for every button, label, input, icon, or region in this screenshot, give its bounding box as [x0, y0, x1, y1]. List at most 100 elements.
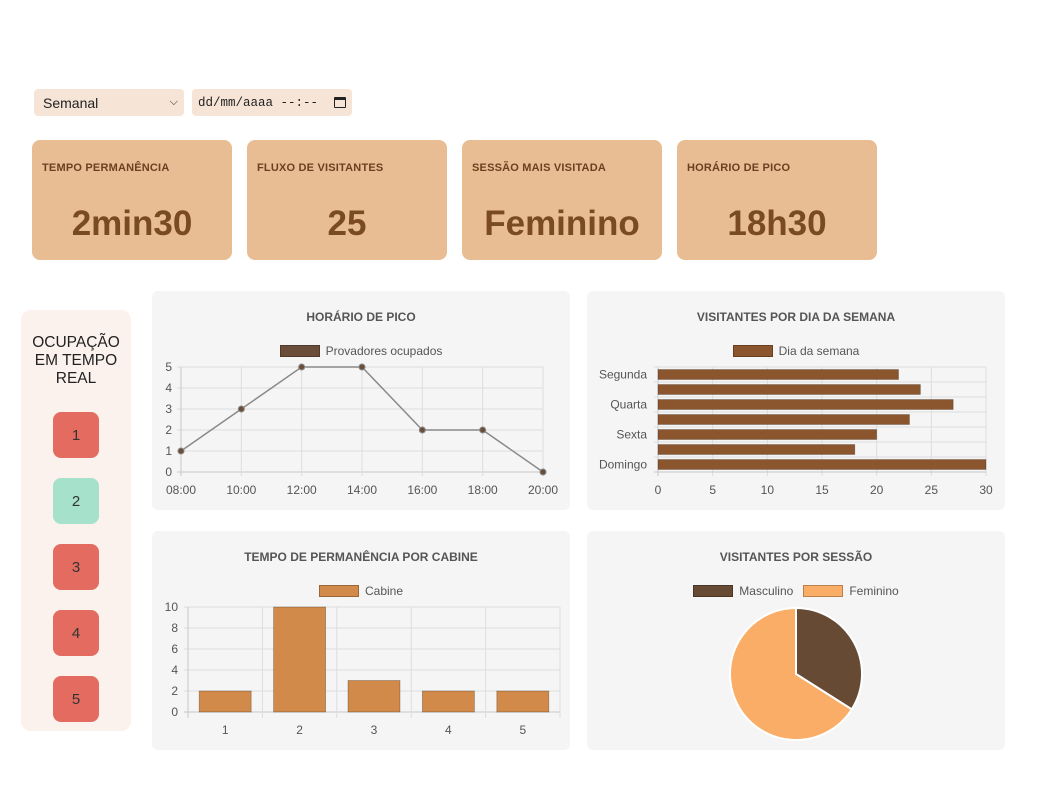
data-point: [418, 426, 426, 434]
cabin-button-5[interactable]: 5: [53, 676, 99, 722]
chart-legend: Provadores ocupados: [152, 344, 570, 358]
y-tick-label: 3: [165, 402, 172, 416]
kpi-value: 18h30: [727, 204, 827, 243]
bar: [657, 444, 856, 455]
x-tick-label: 3: [371, 723, 378, 737]
line-chart: 0 1 2 3 4 5 08:00 10:00 12:00 14:00 16:00 18:00 20:0…: [165, 360, 558, 497]
occupancy-panel: OCUPAÇÃO EM TEMPO REAL 1 2 3 4 5: [21, 310, 131, 731]
bar: [421, 690, 475, 713]
x-tick-label: 0: [655, 483, 662, 497]
filters-bar: Semanal ⌵ dd/mm/aaaa --:--: [34, 89, 352, 116]
kpi-card-sessao-mais-visitada: SESSÃO MAIS VISITADA Feminino: [462, 140, 662, 260]
bar: [198, 690, 252, 713]
chevron-down-icon: ⌵: [169, 96, 178, 108]
x-tick-label: 12:00: [287, 483, 317, 497]
data-point: [237, 405, 245, 413]
kpi-title: SESSÃO MAIS VISITADA: [472, 162, 606, 174]
legend-swatch: [318, 585, 359, 597]
x-tick-label: 5: [519, 723, 526, 737]
chart-panel-horario-pico: HORÁRIO DE PICO Provadores ocupados 0 1 2 3…: [152, 291, 570, 510]
legend-label: Dia da semana: [778, 344, 860, 358]
pie-chart: [729, 606, 863, 741]
kpi-card-tempo-permanencia: TEMPO PERMANÊNCIA 2min30: [32, 140, 232, 260]
y-tick-label: 4: [165, 381, 172, 395]
x-tick-label: 25: [925, 483, 939, 497]
chart-title: TEMPO DE PERMANÊNCIA POR CABINE: [244, 550, 478, 564]
calendar-icon[interactable]: [334, 97, 346, 108]
legend-swatch: [279, 345, 320, 357]
y-tick-label: 2: [171, 684, 178, 698]
legend-item[interactable]: Provadores ocupados: [279, 344, 442, 358]
y-tick-label: 10: [165, 600, 179, 614]
legend-label: Masculino: [739, 584, 794, 598]
x-tick-label: 16:00: [407, 483, 437, 497]
bar: [657, 369, 899, 380]
bar: [657, 414, 910, 425]
bar: [657, 429, 878, 440]
y-tick-label: 6: [171, 642, 178, 656]
kpi-value: 2min30: [71, 204, 193, 243]
cabin-label: 4: [71, 624, 81, 642]
chart-title: VISITANTES POR SESSÃO: [719, 550, 873, 564]
period-select-value: Semanal: [43, 94, 99, 111]
cabin-label: 1: [71, 426, 81, 444]
data-point: [539, 468, 547, 476]
cabin-label: 5: [71, 690, 81, 708]
cabin-label: 3: [71, 558, 81, 576]
bar: [657, 459, 987, 470]
horizontal-bar-chart: 0 5 10 15 20 25 30 Segunda Quarta Sexta Domingo: [599, 366, 993, 497]
legend-item[interactable]: Cabine: [318, 584, 403, 598]
period-select[interactable]: Semanal ⌵: [34, 89, 184, 116]
cabin-button-1[interactable]: 1: [53, 412, 99, 458]
legend-item[interactable]: Masculino: [693, 584, 793, 598]
y-tick-label: 8: [171, 621, 178, 635]
cabin-button-3[interactable]: 3: [53, 544, 99, 590]
kpi-card-fluxo-visitantes: FLUXO DE VISITANTES 25: [247, 140, 447, 260]
legend-item[interactable]: Dia da semana: [732, 344, 860, 358]
cabin-button-2[interactable]: 2: [53, 478, 99, 524]
cabin-label: 2: [71, 492, 81, 510]
chart-legend: Cabine: [152, 584, 570, 598]
x-tick-label: 15: [815, 483, 829, 497]
chart-title: HORÁRIO DE PICO: [306, 310, 416, 324]
x-tick-label: 08:00: [166, 483, 196, 497]
kpi-title: HORÁRIO DE PICO: [687, 162, 791, 174]
y-tick-label: 0: [165, 465, 172, 479]
legend-label: Feminino: [849, 584, 899, 598]
bar: [273, 606, 326, 713]
legend-item[interactable]: Feminino: [803, 584, 899, 598]
y-tick-label: 2: [165, 423, 172, 437]
kpi-card-horario-pico: HORÁRIO DE PICO 18h30: [677, 140, 877, 260]
kpi-title: FLUXO DE VISITANTES: [257, 162, 384, 174]
kpi-value: Feminino: [484, 204, 640, 243]
chart-legend: Dia da semana: [587, 344, 1005, 358]
legend-swatch: [803, 585, 844, 597]
legend-swatch: [732, 345, 773, 357]
data-point: [177, 447, 185, 455]
y-tick-label: Domingo: [599, 458, 647, 472]
legend-swatch: [693, 585, 734, 597]
x-tick-label: 1: [222, 723, 229, 737]
y-tick-label: 4: [171, 663, 178, 677]
cabin-button-4[interactable]: 4: [53, 610, 99, 656]
x-tick-label: 4: [445, 723, 452, 737]
x-tick-label: 2: [296, 723, 303, 737]
bar: [496, 690, 550, 713]
chart-panel-visitantes-dia: VISITANTES POR DIA DA SEMANA Dia da sema…: [587, 291, 1005, 510]
data-point: [298, 363, 306, 371]
x-tick-label: 14:00: [347, 483, 377, 497]
kpi-title: TEMPO PERMANÊNCIA: [42, 162, 170, 174]
date-time-input[interactable]: dd/mm/aaaa --:--: [192, 89, 352, 116]
kpi-value: 25: [327, 204, 367, 243]
y-tick-label: Quarta: [610, 398, 647, 412]
x-tick-label: 18:00: [468, 483, 498, 497]
bar: [657, 399, 954, 410]
date-input-placeholder: dd/mm/aaaa --:--: [198, 95, 319, 110]
x-tick-label: 20:00: [528, 483, 558, 497]
bar: [347, 680, 401, 713]
y-tick-label: Sexta: [616, 428, 647, 442]
data-point: [479, 426, 487, 434]
occupancy-title: OCUPAÇÃO EM TEMPO REAL: [32, 334, 120, 387]
